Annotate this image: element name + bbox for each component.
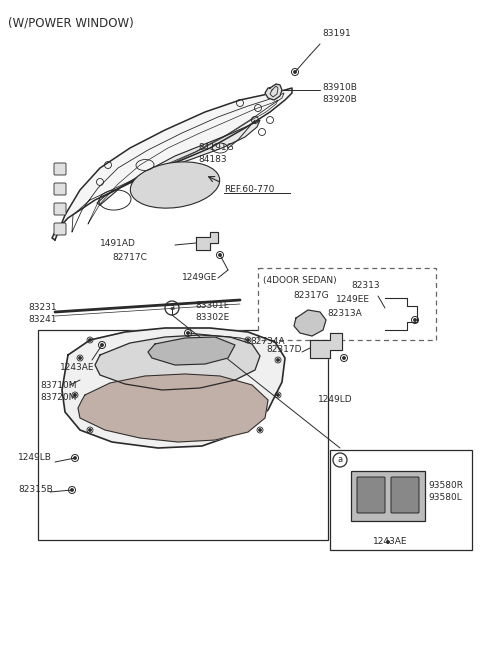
Circle shape [89, 338, 91, 341]
Text: 1249LB: 1249LB [18, 453, 52, 462]
Polygon shape [265, 84, 282, 100]
Text: 1249LD: 1249LD [318, 396, 353, 405]
Text: 1249GE: 1249GE [182, 274, 217, 283]
Polygon shape [62, 328, 285, 448]
FancyBboxPatch shape [391, 477, 419, 513]
Polygon shape [95, 335, 260, 390]
Text: 82313: 82313 [351, 281, 380, 291]
Text: 83720M: 83720M [40, 394, 76, 403]
FancyBboxPatch shape [54, 203, 66, 215]
Text: 83231: 83231 [28, 304, 57, 312]
Text: a: a [169, 304, 175, 312]
Text: 82313A: 82313A [327, 310, 362, 319]
Text: (4DOOR SEDAN): (4DOOR SEDAN) [263, 276, 336, 285]
Circle shape [79, 357, 81, 359]
Polygon shape [310, 333, 342, 358]
Circle shape [74, 394, 76, 396]
Circle shape [247, 338, 249, 341]
FancyBboxPatch shape [330, 450, 472, 550]
Text: 83301E: 83301E [195, 302, 229, 310]
Circle shape [219, 254, 221, 256]
Polygon shape [78, 374, 268, 442]
Text: 82734A: 82734A [250, 337, 285, 346]
FancyBboxPatch shape [54, 183, 66, 195]
Text: 83920B: 83920B [322, 96, 357, 104]
Text: (W/POWER WINDOW): (W/POWER WINDOW) [8, 16, 134, 29]
Text: 82717C: 82717C [112, 253, 147, 262]
FancyBboxPatch shape [357, 477, 385, 513]
Text: REF.60-770: REF.60-770 [224, 186, 275, 194]
Polygon shape [148, 337, 235, 365]
Text: 82317D: 82317D [266, 346, 302, 354]
Text: 82317G: 82317G [293, 291, 329, 300]
FancyBboxPatch shape [38, 330, 328, 540]
Text: 1249EE: 1249EE [336, 295, 370, 304]
Text: 82315B: 82315B [18, 485, 53, 495]
Circle shape [259, 429, 261, 431]
Circle shape [343, 357, 345, 359]
Text: 83710M: 83710M [40, 382, 76, 390]
FancyBboxPatch shape [351, 471, 425, 521]
Circle shape [387, 541, 389, 543]
Text: 84191G: 84191G [198, 142, 234, 152]
Text: 83302E: 83302E [195, 314, 229, 323]
Polygon shape [385, 298, 417, 330]
Circle shape [414, 319, 416, 321]
Circle shape [71, 489, 73, 491]
Text: a: a [337, 455, 343, 464]
FancyBboxPatch shape [258, 268, 436, 340]
FancyBboxPatch shape [54, 223, 66, 235]
Polygon shape [196, 232, 218, 250]
Text: 83910B: 83910B [322, 83, 357, 92]
Text: 93580L: 93580L [428, 493, 462, 501]
Text: 83191: 83191 [322, 30, 351, 39]
Text: 1243AE: 1243AE [60, 363, 95, 373]
Circle shape [187, 332, 189, 334]
Text: 83241: 83241 [28, 316, 57, 325]
Circle shape [277, 359, 279, 361]
Circle shape [74, 457, 76, 459]
Text: 1243AE: 1243AE [373, 537, 408, 546]
Polygon shape [97, 120, 260, 205]
Polygon shape [294, 310, 326, 336]
Circle shape [89, 429, 91, 431]
Text: 1491AD: 1491AD [100, 239, 136, 249]
Circle shape [294, 71, 296, 73]
FancyBboxPatch shape [54, 163, 66, 175]
Text: 93580R: 93580R [428, 480, 463, 489]
Polygon shape [52, 88, 292, 240]
Circle shape [101, 344, 103, 346]
Circle shape [277, 394, 279, 396]
Ellipse shape [131, 162, 220, 208]
Text: 84183: 84183 [198, 155, 227, 163]
